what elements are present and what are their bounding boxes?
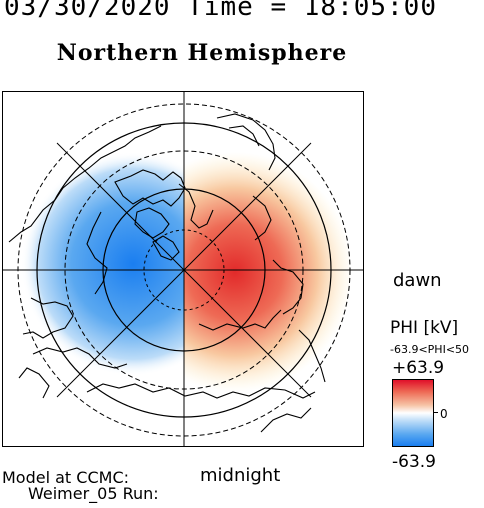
colorbar-range: -63.9<PHI<50 [390,343,470,356]
dawn-label: dawn [393,270,442,291]
colorbar-min-label: -63.9 [392,452,436,472]
model-label: Model at CCMC: [2,468,129,487]
run-label: Weimer_05 Run: [28,484,159,503]
midnight-label: midnight [200,465,281,486]
meridian-lines [3,92,363,446]
colorbar-title: PHI [kV] [390,318,459,338]
colorbar-max-label: +63.9 [392,358,445,378]
polar-map-frame [2,91,364,447]
colorbar-zero-label: 0 [440,407,448,421]
negative-potential-cell [21,152,184,376]
colorbar [392,379,434,447]
coastlines [8,113,326,433]
page-title: Northern Hemisphere [56,40,348,66]
date-time-header: 03/30/2020 Time = 18:05:00 [4,0,437,22]
polar-map [3,92,363,446]
colorbar-zero-tick [434,412,438,413]
potential-cells [21,152,350,392]
positive-potential-cell [184,152,350,392]
